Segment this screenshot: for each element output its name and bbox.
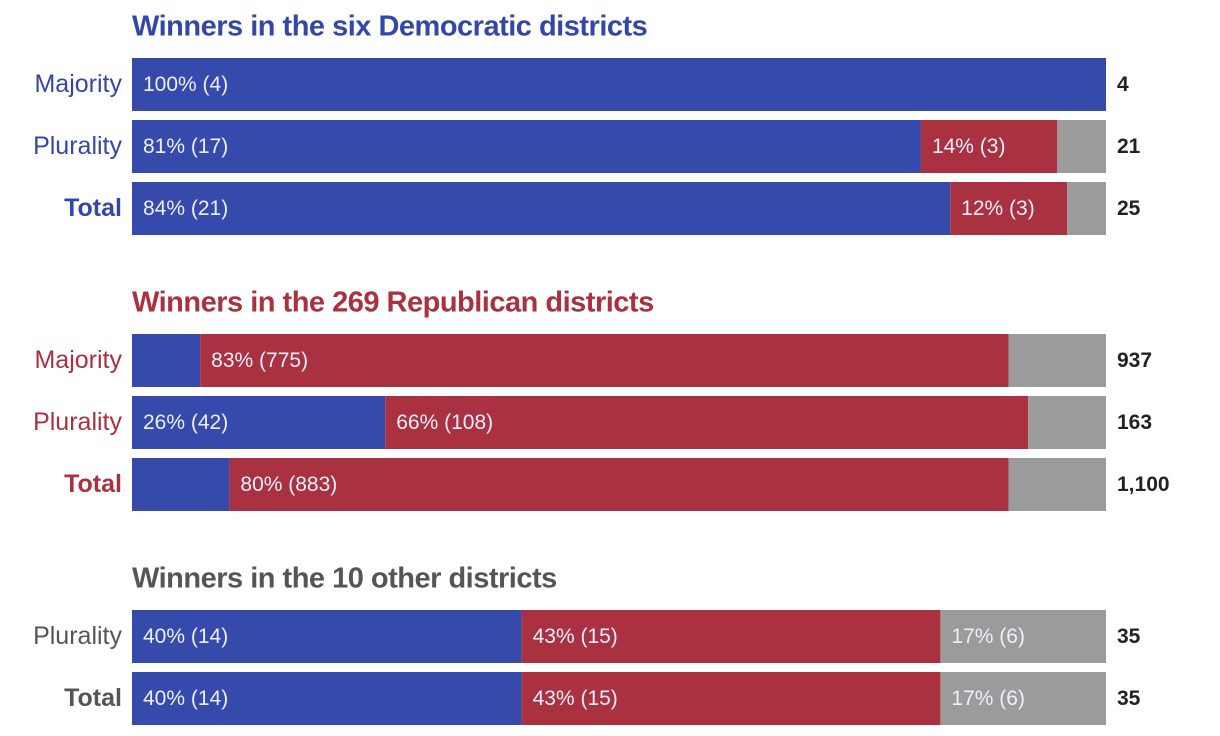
bar-segment [132,458,230,511]
bar-segment [920,120,1058,173]
total-label: 937 [1117,349,1152,372]
total-label: 21 [1117,135,1141,158]
total-label: 1,100 [1117,473,1170,496]
value-label: 17% (6) [951,625,1025,648]
bar-segment [521,610,941,663]
total-label: 25 [1117,197,1141,220]
value-label: 40% (14) [143,625,228,648]
bar-segment [132,396,386,449]
bar-segment [1028,396,1106,449]
value-label: 43% (15) [533,625,618,648]
value-label: 80% (883) [240,473,337,496]
value-label: 14% (3) [932,135,1006,158]
value-label: 84% (21) [143,197,228,220]
category-label: Total [64,470,122,498]
bar-segment [950,182,1068,235]
value-label: 17% (6) [951,687,1025,710]
bar-segment [940,610,1106,663]
value-label: 26% (42) [143,411,228,434]
bar-segment [132,610,522,663]
chart-title: Winners in the six Democratic districts [132,11,647,43]
chart-title: Winners in the 269 Republican districts [132,287,654,319]
category-label: Total [64,684,122,712]
category-label: Plurality [33,408,122,436]
total-label: 4 [1117,73,1129,96]
value-label: 81% (17) [143,135,228,158]
category-label: Majority [34,70,122,98]
bar-segment [940,672,1106,725]
bar-segment [229,458,1009,511]
bar-segment [1008,334,1106,387]
category-label: Plurality [33,622,122,650]
total-label: 35 [1117,625,1141,648]
chart-title: Winners in the 10 other districts [132,563,557,595]
total-label: 163 [1117,411,1152,434]
bar-segment [132,182,951,235]
bar-segment [1008,458,1106,511]
bar-segment [521,672,941,725]
value-label: 40% (14) [143,687,228,710]
bar-segment [132,58,1106,111]
value-label: 83% (775) [211,349,308,372]
bar-segment [132,120,921,173]
total-label: 35 [1117,687,1141,710]
bar-segment [385,396,1029,449]
value-label: 12% (3) [961,197,1035,220]
bar-segment [1067,182,1106,235]
bar-segment [132,334,201,387]
bar-segment [1057,120,1106,173]
bar-segment [132,672,522,725]
category-label: Total [64,194,122,222]
value-label: 66% (108) [396,411,493,434]
value-label: 100% (4) [143,73,228,96]
value-label: 43% (15) [533,687,618,710]
category-label: Majority [34,346,122,374]
bar-segment [200,334,1009,387]
category-label: Plurality [33,132,122,160]
